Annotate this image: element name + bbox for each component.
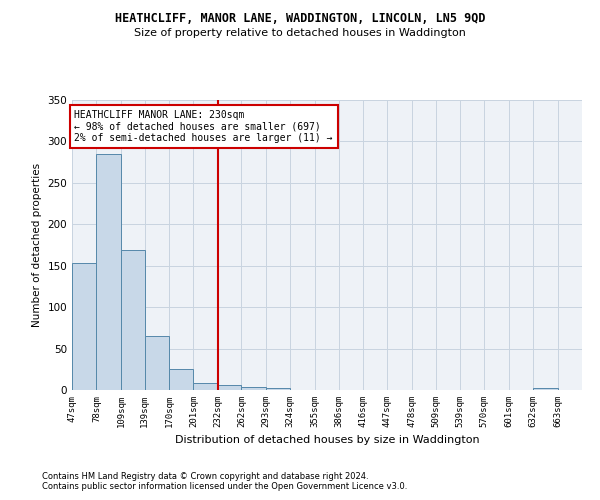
Text: Contains public sector information licensed under the Open Government Licence v3: Contains public sector information licen… [42, 482, 407, 491]
Text: Contains HM Land Registry data © Crown copyright and database right 2024.: Contains HM Land Registry data © Crown c… [42, 472, 368, 481]
Bar [145, 336, 169, 390]
Y-axis label: Number of detached properties: Number of detached properties [32, 163, 42, 327]
Bar [169, 370, 193, 390]
X-axis label: Distribution of detached houses by size in Waddington: Distribution of detached houses by size … [175, 436, 479, 446]
Bar [97, 154, 121, 390]
Text: HEATHCLIFF MANOR LANE: 230sqm
← 98% of detached houses are smaller (697)
2% of s: HEATHCLIFF MANOR LANE: 230sqm ← 98% of d… [74, 110, 333, 143]
Bar [121, 250, 145, 390]
Text: Size of property relative to detached houses in Waddington: Size of property relative to detached ho… [134, 28, 466, 38]
Bar [193, 382, 218, 390]
Bar [72, 263, 97, 390]
Bar [241, 386, 266, 390]
Bar [266, 388, 290, 390]
Bar [533, 388, 557, 390]
Text: HEATHCLIFF, MANOR LANE, WADDINGTON, LINCOLN, LN5 9QD: HEATHCLIFF, MANOR LANE, WADDINGTON, LINC… [115, 12, 485, 26]
Bar [218, 385, 241, 390]
